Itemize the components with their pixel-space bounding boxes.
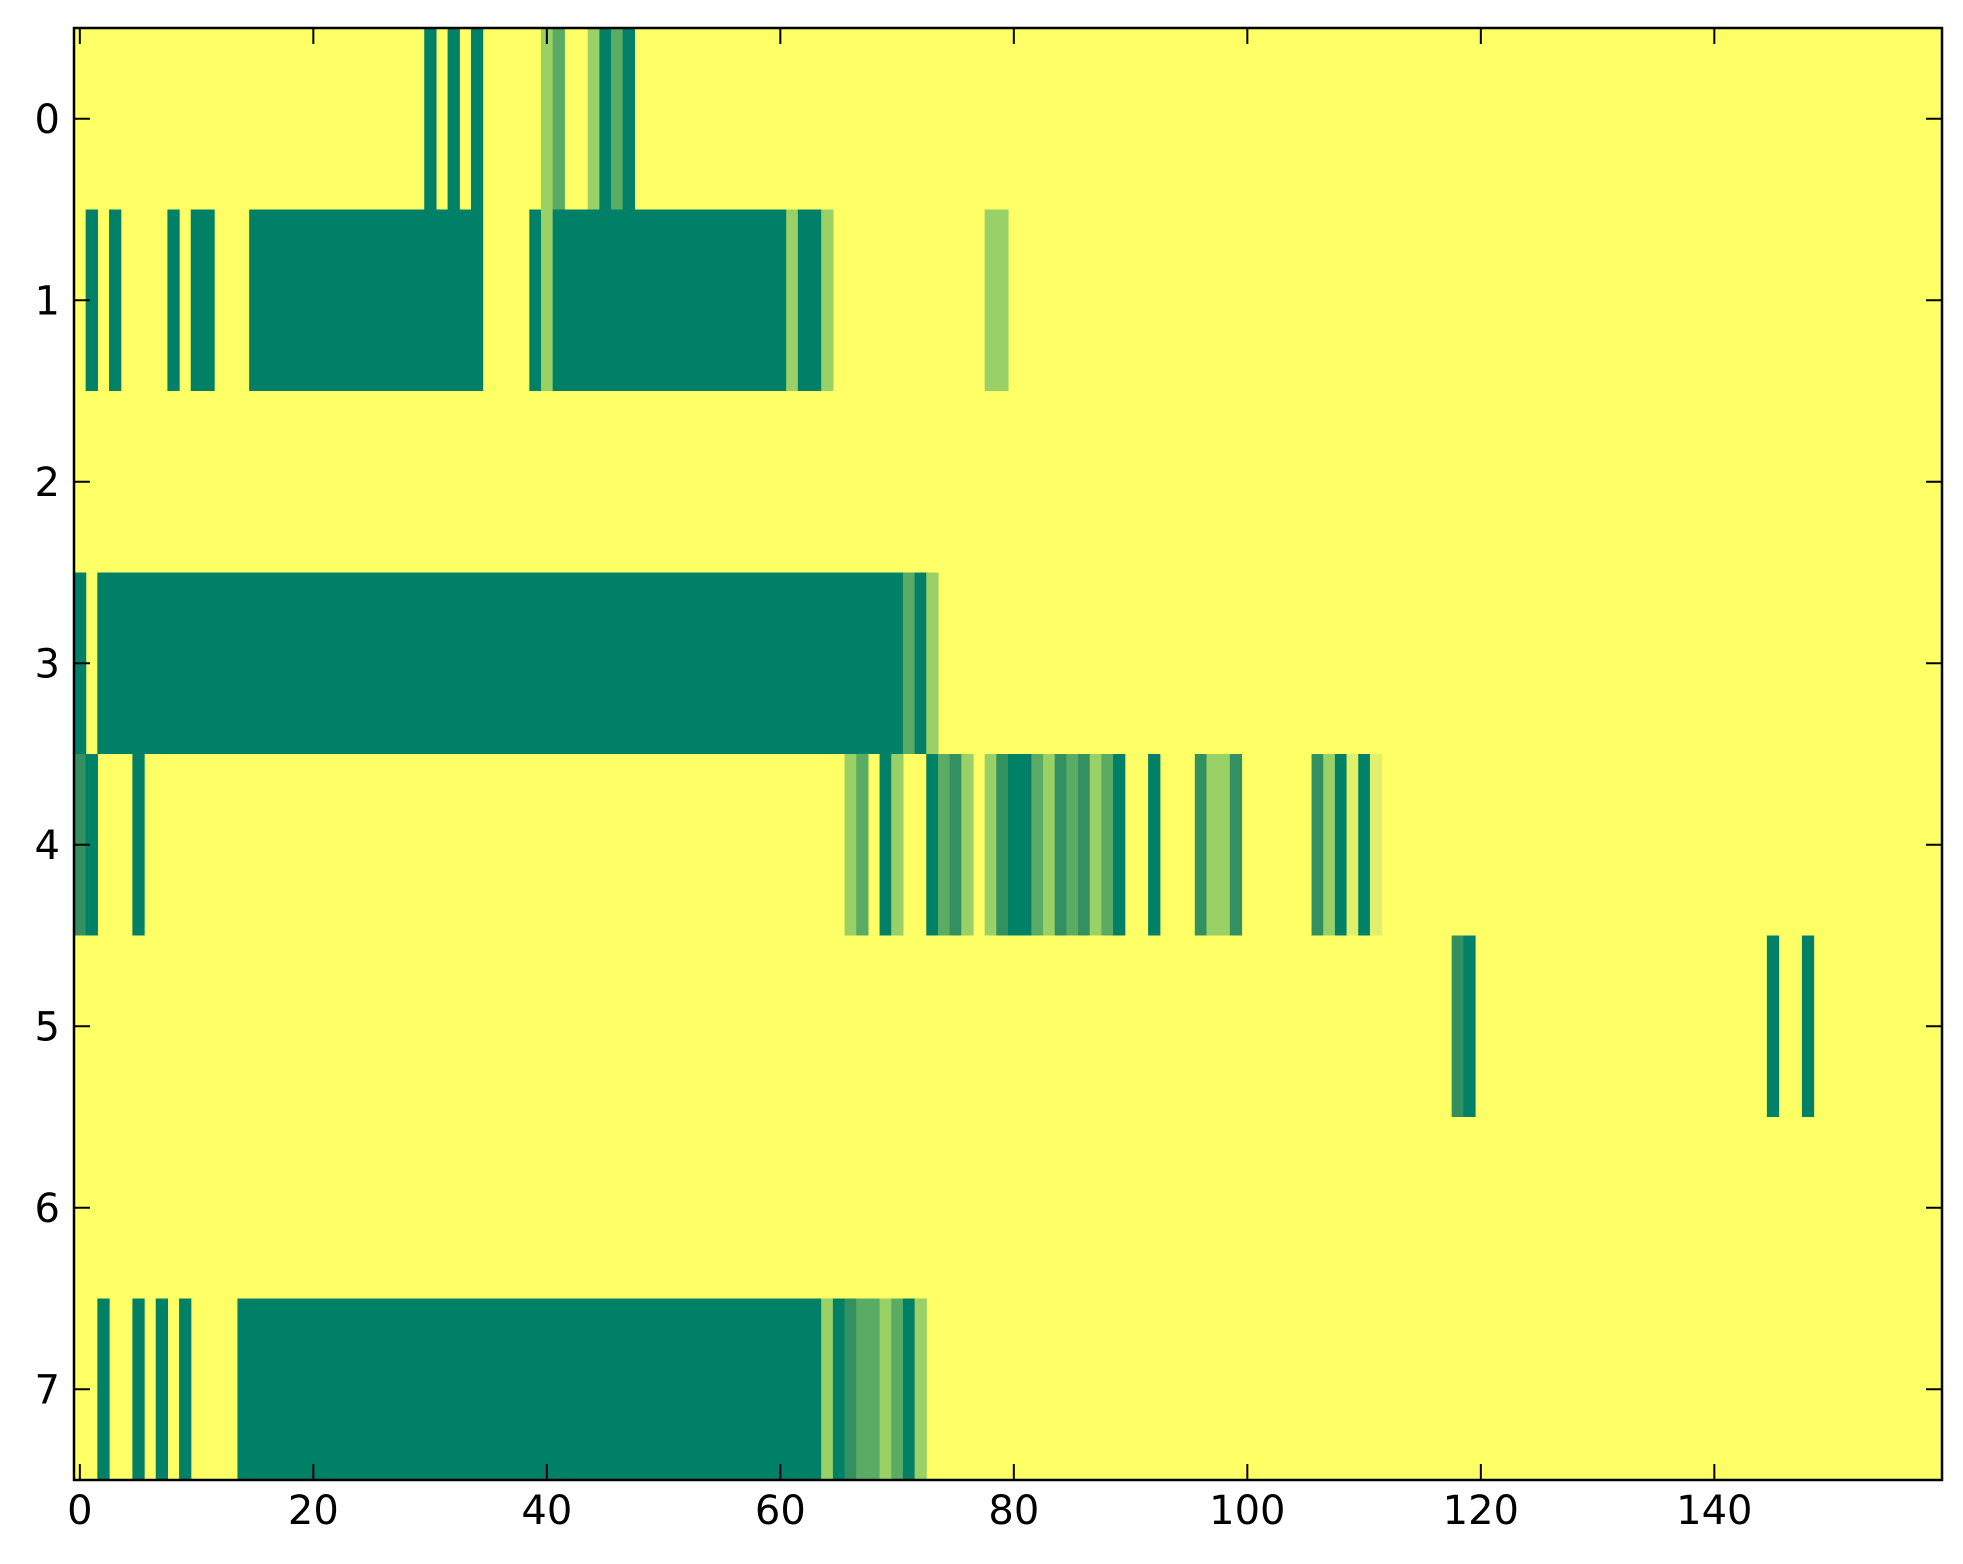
heatmap-cell-row5-seg1: [1463, 935, 1476, 1117]
heatmap-cell-row4-seg1: [85, 754, 98, 936]
heatmap-cell-row4-seg30: [1358, 754, 1371, 936]
heatmap-cell-row4-seg2: [132, 754, 145, 936]
heatmap-cell-row5-seg0: [1451, 935, 1464, 1117]
heatmap-cell-row7-seg2: [155, 1298, 168, 1480]
heatmap-cell-row7-seg0: [97, 1298, 110, 1480]
x-tick-label: 40: [521, 1488, 572, 1534]
heatmap-cell-row4-seg6: [891, 754, 904, 936]
x-tick-label: 80: [988, 1488, 1039, 1534]
y-tick-label: 4: [35, 823, 60, 869]
heatmap-cell-row4-seg26: [1311, 754, 1324, 936]
heatmap-cell-row7-seg4: [237, 1298, 822, 1480]
y-tick-label: 1: [35, 278, 60, 324]
x-tick-label: 120: [1443, 1488, 1519, 1534]
heatmap-cell-row0-seg5: [587, 28, 600, 210]
heatmap-cell-row4-seg14: [1031, 754, 1044, 936]
heatmap-cell-row0-seg1: [447, 28, 460, 210]
y-tick-labels: 0 1 2 3 4 5 6 7: [35, 97, 60, 1414]
heatmap-cell-row4-seg9: [949, 754, 962, 936]
heatmap-cell-row0-seg3: [541, 28, 554, 210]
heatmap-cell-row4-seg16: [1054, 754, 1067, 936]
heatmap-cell-row0-seg7: [611, 28, 624, 210]
heatmap-cell-row4-seg17: [1066, 754, 1079, 936]
heatmap-cell-row1-seg0: [85, 209, 98, 391]
x-tick-labels: 0 20 40 60 80 100 120 140: [67, 1488, 1752, 1534]
heatmap-cell-row4-seg22: [1148, 754, 1161, 936]
heatmap-cell-row4-seg31: [1369, 754, 1383, 936]
heatmap-cell-row7-seg10: [891, 1298, 904, 1480]
y-tick-label: 7: [35, 1367, 60, 1413]
heatmap-cell-row1-seg2: [167, 209, 180, 391]
heatmap-cell-row7-seg6: [832, 1298, 846, 1480]
heatmap-cell-row4-seg5: [879, 754, 892, 936]
heatmap-cell-row7-seg5: [821, 1298, 834, 1480]
heatmap-cell-row5-seg3: [1801, 935, 1815, 1117]
heatmap-cell-row1-seg8: [786, 209, 799, 391]
heatmap-cell-row1-seg6: [541, 209, 554, 391]
heatmap-cell-row4-seg25: [1229, 754, 1243, 936]
heatmap-cell-row4-seg11: [984, 754, 997, 936]
heatmap-cell-row4-seg13: [1008, 754, 1032, 936]
heatmap-cells: [74, 28, 1815, 1480]
heatmap-cell-row4-seg12: [996, 754, 1009, 936]
heatmap-cell-row0-seg4: [552, 28, 565, 210]
heatmap-cell-row1-seg11: [984, 209, 1009, 391]
heatmap-cell-row7-seg11: [902, 1298, 916, 1480]
y-tick-label: 2: [35, 460, 60, 506]
y-tick-label: 5: [35, 1004, 60, 1050]
heatmap-cell-row4-seg23: [1194, 754, 1208, 936]
heatmap-cell-row4-seg18: [1078, 754, 1091, 936]
heatmap-cell-row1-seg7: [552, 209, 787, 391]
heatmap-cell-row1-seg10: [821, 209, 834, 391]
heatmap-cell-row3-seg4: [926, 572, 939, 754]
heatmap-cell-row1-seg9: [797, 209, 822, 391]
heatmap-cell-row4-seg24: [1206, 754, 1231, 936]
heatmap-cell-row4-seg15: [1043, 754, 1056, 936]
heatmap-cell-row4-seg19: [1089, 754, 1102, 936]
x-tick-label: 60: [755, 1488, 806, 1534]
heatmap-cell-row7-seg9: [879, 1298, 892, 1480]
heatmap-cell-row0-seg0: [424, 28, 437, 210]
heatmap-cell-row4-seg8: [937, 754, 951, 936]
heatmap-cell-row1-seg4: [249, 209, 484, 391]
heatmap-cell-row5-seg2: [1766, 935, 1780, 1117]
x-tick-label: 100: [1209, 1488, 1285, 1534]
y-tick-label: 6: [35, 1186, 60, 1232]
heatmap-cell-row7-seg8: [856, 1298, 881, 1480]
heatmap-cell-row1-seg3: [190, 209, 215, 391]
heatmap-cell-row4-seg29: [1346, 754, 1359, 936]
heatmap-cell-row4-seg28: [1334, 754, 1348, 936]
heatmap-cell-row4-seg3: [844, 754, 857, 936]
heatmap-cell-row1-seg5: [529, 209, 542, 391]
heatmap-cell-row4-seg20: [1101, 754, 1114, 936]
y-tick-label: 0: [35, 97, 60, 143]
heatmap-cell-row3-seg3: [914, 572, 927, 754]
heatmap-cell-row3-seg2: [902, 572, 916, 754]
x-tick-label: 140: [1676, 1488, 1752, 1534]
y-tick-label: 3: [35, 641, 60, 687]
heatmap-cell-row1-seg1: [109, 209, 122, 391]
axis-ticks: [74, 28, 1942, 1480]
heatmap-cell-row0-seg2: [470, 28, 484, 210]
x-tick-label: 0: [67, 1488, 92, 1534]
heatmap-cell-row7-seg3: [179, 1298, 192, 1480]
heatmap-cell-row4-seg4: [856, 754, 869, 936]
heatmap-cell-row0-seg8: [622, 28, 635, 210]
heatmap-cell-row7-seg7: [844, 1298, 857, 1480]
heatmap-cell-row7-seg12: [914, 1298, 927, 1480]
heatmap-cell-row4-seg10: [961, 754, 974, 936]
plot-frame: [72, 26, 1944, 1482]
heatmap-cell-row0-seg6: [599, 28, 612, 210]
heatmap-cell-row4-seg21: [1113, 754, 1126, 936]
heatmap-cell-row4-seg27: [1323, 754, 1336, 936]
heatmap-cell-row3-seg1: [97, 572, 904, 754]
x-tick-label: 20: [288, 1488, 339, 1534]
heatmap-cell-row7-seg1: [132, 1298, 145, 1480]
heatmap-cell-row4-seg7: [926, 754, 939, 936]
